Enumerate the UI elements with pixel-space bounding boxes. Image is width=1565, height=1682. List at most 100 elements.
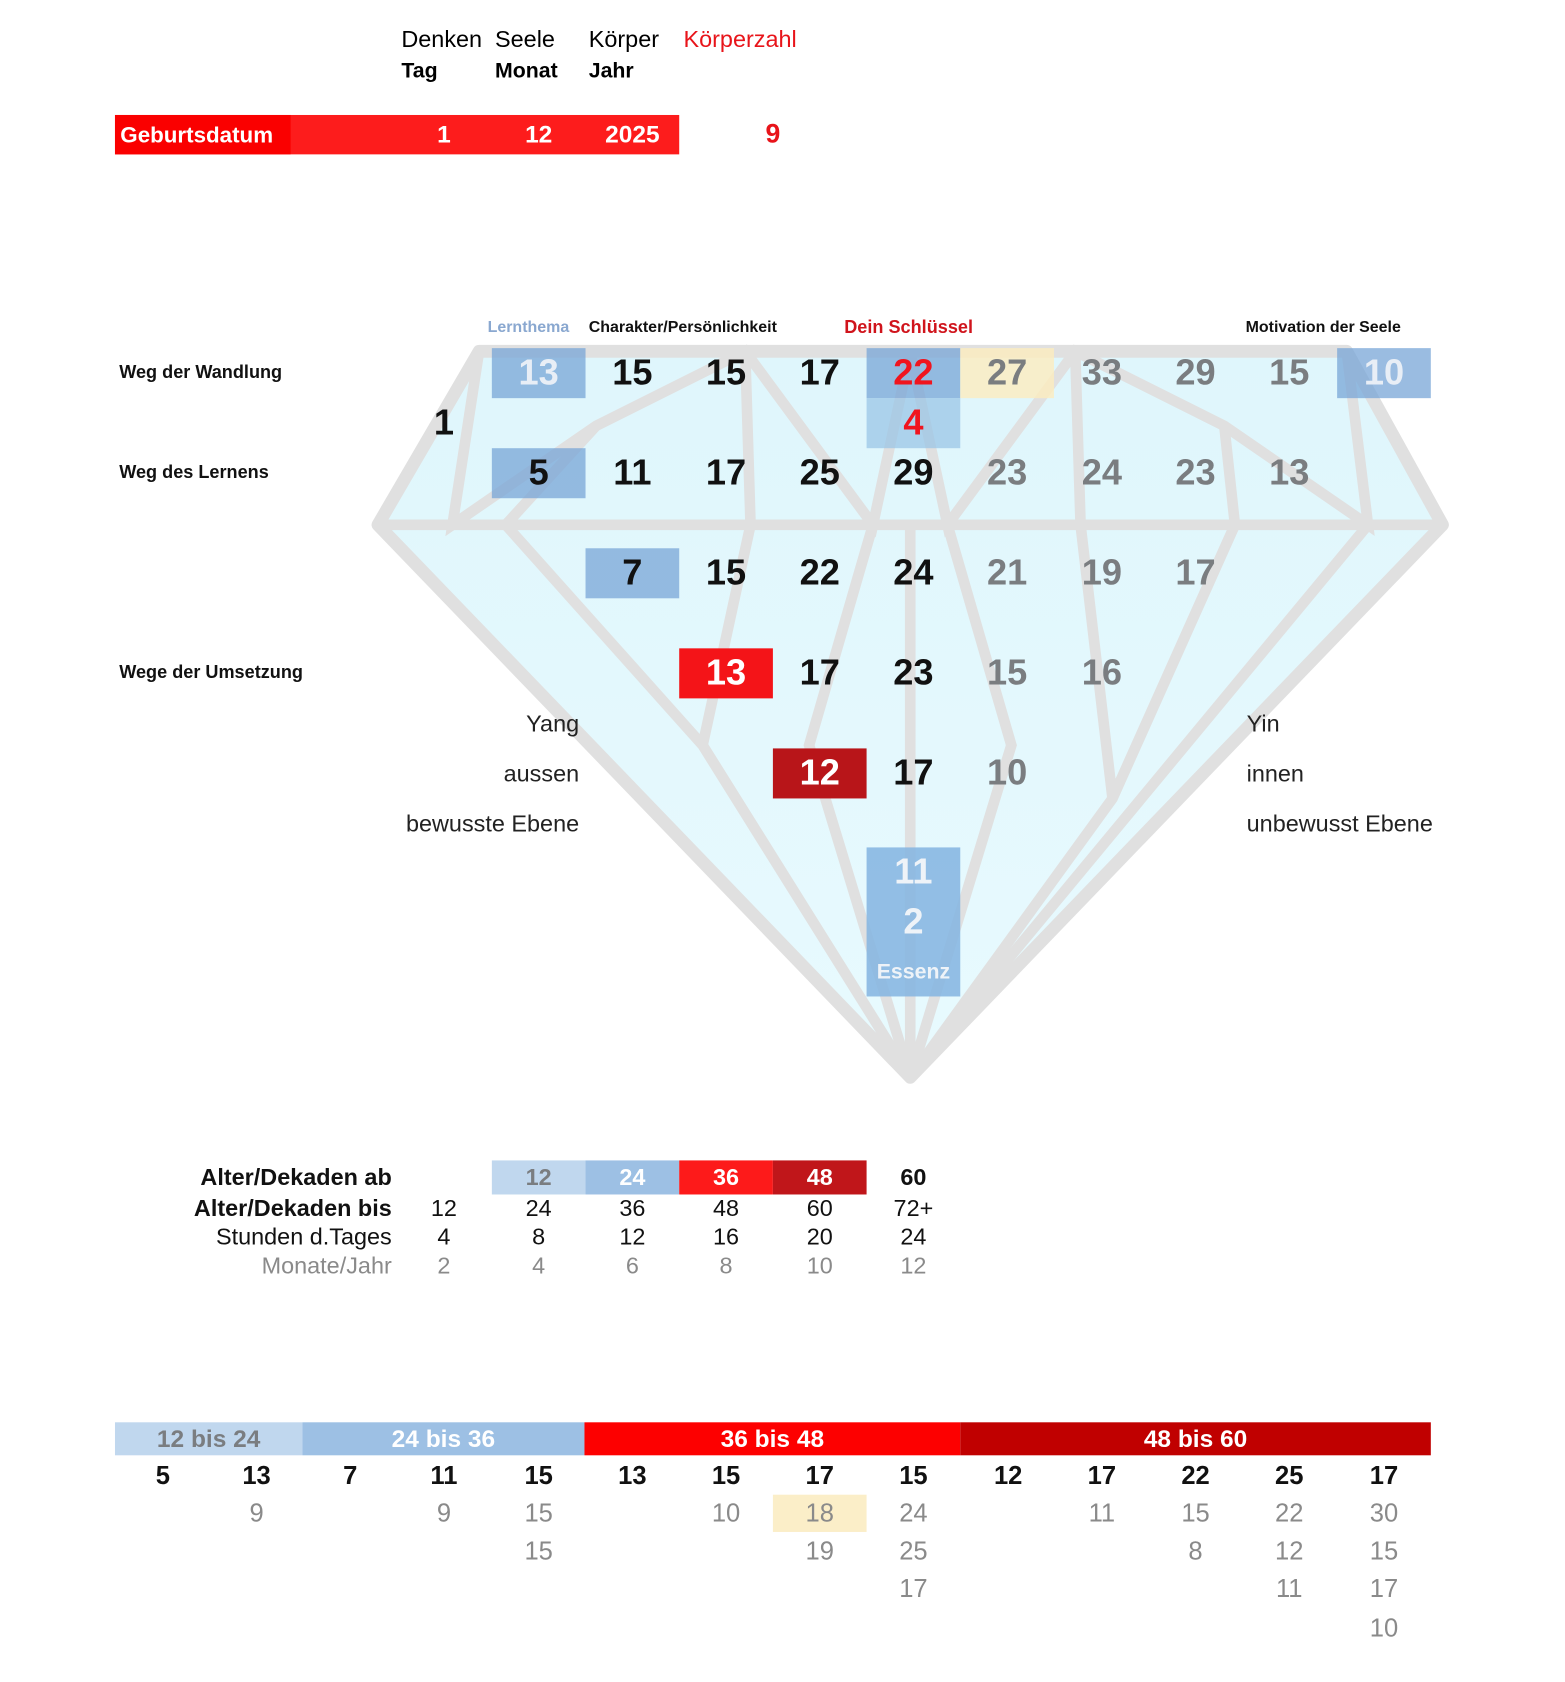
age-cell: 12	[491, 1160, 586, 1195]
decade-band-0: 12 bis 24	[114, 1422, 303, 1456]
yin-label: Yin	[1246, 710, 1280, 737]
decade-value: 19	[805, 1537, 834, 1567]
number-cell: 1	[433, 402, 455, 443]
number-cell: 23	[893, 652, 934, 694]
row-label-transformation: Weg der Wandlung	[119, 361, 283, 383]
number-cell: 15	[705, 352, 747, 393]
decade-value: 11	[1088, 1498, 1116, 1528]
age-cell: 60	[806, 1194, 833, 1222]
decade-value: 24	[899, 1498, 928, 1528]
number-cell: 22	[866, 348, 961, 399]
number-cell: 17	[799, 352, 840, 393]
decade-value: 15	[899, 1461, 928, 1491]
decade-value: 15	[1369, 1537, 1399, 1567]
birth-day: 1	[437, 120, 451, 148]
decade-value: 13	[618, 1461, 647, 1491]
decade-band-1: 24 bis 36	[302, 1422, 585, 1456]
number-cell: 13	[679, 648, 773, 699]
number-cell: 7	[585, 548, 680, 599]
age-cell: 60	[900, 1163, 927, 1191]
number-cell: 10	[1337, 348, 1431, 399]
decade-value: 25	[1275, 1461, 1304, 1491]
essence-value-2: 2	[903, 901, 924, 943]
number-cell: 13	[1269, 452, 1310, 493]
age-cell: 8	[719, 1251, 733, 1279]
number-cell: 17	[1175, 552, 1216, 593]
header-aspect: Körper	[588, 25, 660, 53]
decade-value: 17	[1369, 1574, 1399, 1604]
number-cell: 12	[772, 748, 867, 799]
number-cell: 16	[1081, 652, 1122, 694]
age-cell: 2	[437, 1251, 451, 1279]
body-number-label: Körperzahl	[683, 25, 797, 53]
age-row-label: Alter/Dekaden bis	[193, 1194, 392, 1222]
body-number: 9	[765, 119, 781, 150]
age-cell: 12	[430, 1194, 457, 1222]
age-cell: 24	[900, 1223, 927, 1250]
number-cell: 15	[705, 552, 747, 593]
essence-value-1: 11	[894, 851, 933, 893]
number-cell: 25	[799, 452, 840, 493]
decade-value: 13	[242, 1461, 271, 1491]
learning-theme-label: Lernthema	[487, 318, 570, 337]
age-cell: 36	[619, 1194, 646, 1222]
number-cell: 15	[986, 652, 1028, 694]
decade-value: 15	[524, 1537, 553, 1567]
age-cell: 8	[532, 1223, 546, 1250]
decade-value: 11	[1275, 1574, 1303, 1604]
number-cell: 4	[866, 398, 961, 449]
birth-month: 12	[525, 120, 553, 148]
number-cell: 23	[986, 452, 1028, 493]
age-cell: 12	[900, 1251, 927, 1279]
number-cell: 24	[1081, 452, 1122, 493]
number-cell: 22	[799, 552, 840, 593]
unconscious-level-label: unbewusst Ebene	[1246, 810, 1433, 837]
number-cell: 5	[491, 448, 586, 499]
age-cell: 24	[525, 1194, 552, 1222]
yang-label: Yang	[526, 710, 580, 737]
decade-value: 17	[1369, 1461, 1399, 1491]
age-cell: 12	[619, 1223, 646, 1250]
number-cell: 29	[893, 452, 934, 493]
decade-value: 11	[430, 1461, 458, 1491]
decade-value: 9	[436, 1498, 452, 1528]
number-cell: 27	[960, 348, 1054, 399]
header-unit: Tag	[401, 59, 438, 84]
outer-label: aussen	[503, 760, 580, 787]
decade-value: 7	[343, 1461, 358, 1491]
age-row-label: Monate/Jahr	[261, 1251, 392, 1279]
decade-value: 15	[1181, 1498, 1210, 1528]
decade-value: 22	[1181, 1461, 1210, 1491]
decade-value: 30	[1369, 1498, 1399, 1528]
header-aspect: Seele	[495, 25, 555, 53]
age-cell	[397, 1160, 491, 1194]
decade-band-3: 48 bis 60	[960, 1422, 1431, 1456]
key-label: Dein Schlüssel	[844, 317, 973, 338]
diamond-graphic	[371, 344, 1449, 1084]
number-cell: 15	[1269, 352, 1310, 393]
row-label-learning: Weg des Lernens	[119, 462, 269, 483]
decade-value: 5	[155, 1461, 170, 1491]
decade-value: 15	[524, 1498, 553, 1528]
soul-motivation-label: Motivation der Seele	[1245, 318, 1401, 337]
number-cell: 10	[986, 752, 1028, 794]
number-cell: 15	[612, 352, 653, 393]
age-cell: 20	[806, 1223, 833, 1250]
number-cell: 23	[1175, 452, 1216, 493]
inner-label: innen	[1246, 760, 1304, 787]
decade-value: 17	[805, 1461, 834, 1491]
birth-year: 2025	[605, 120, 660, 148]
number-cell: 17	[893, 752, 934, 794]
number-cell: 33	[1081, 352, 1122, 393]
birthdate-bar: Geburtsdatum 1 12 2025	[114, 114, 680, 155]
decade-value: 15	[711, 1461, 741, 1491]
row-label-implementation: Wege der Umsetzung	[119, 662, 303, 683]
age-cell: 6	[625, 1251, 639, 1279]
conscious-level-label: bewusste Ebene	[405, 810, 580, 837]
decade-value: 22	[1275, 1498, 1304, 1528]
age-cell: 4	[532, 1251, 546, 1279]
decade-value: 8	[1188, 1537, 1203, 1567]
decade-value: 25	[899, 1537, 928, 1567]
essence-box: 11 2 Essenz	[866, 847, 961, 997]
